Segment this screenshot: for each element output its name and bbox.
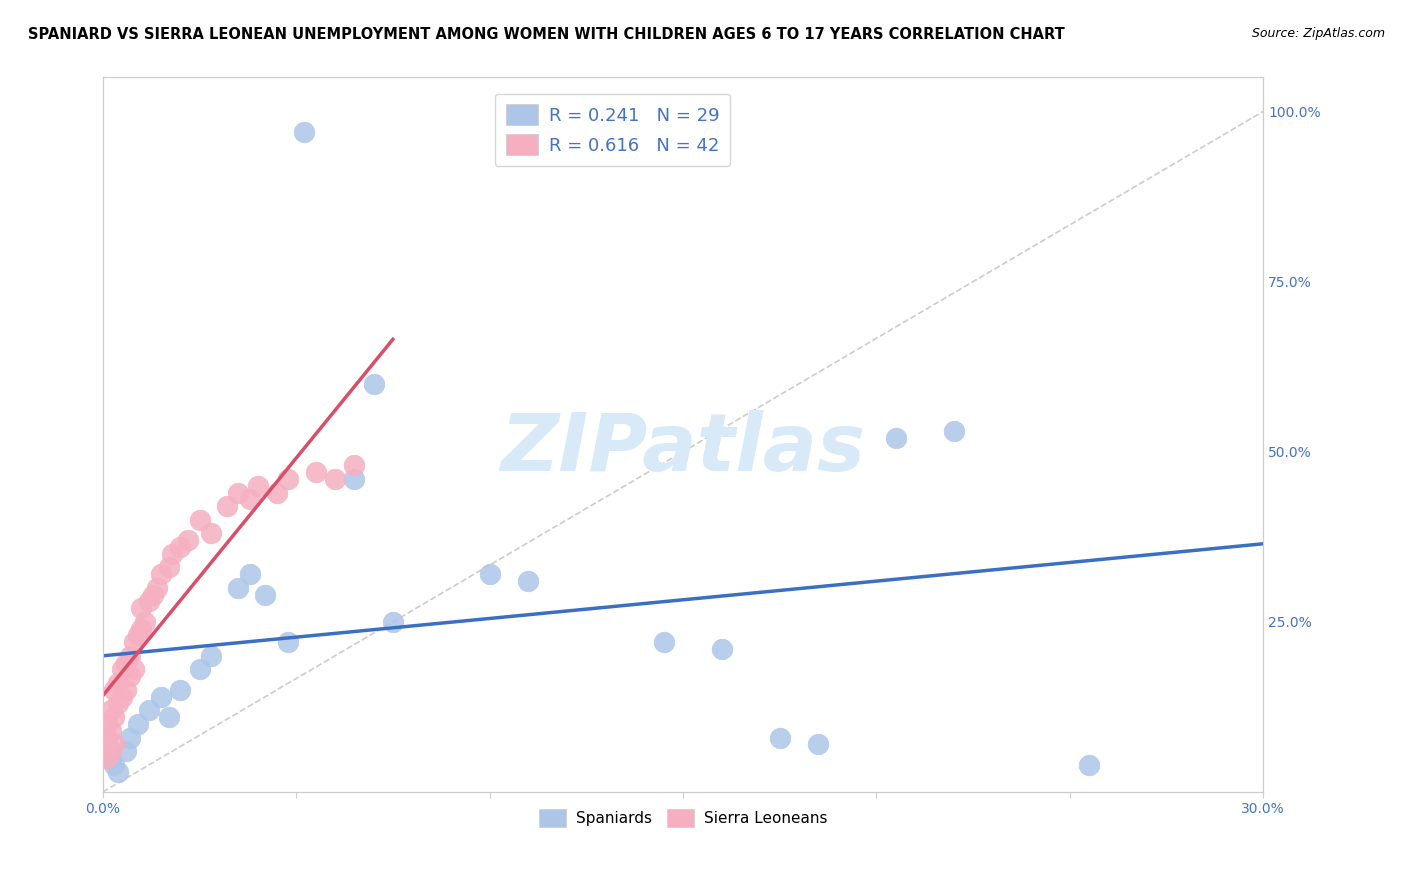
Point (292, 125, 315, 139)
Point (226, 485, 249, 500)
Point (169, 682, 191, 697)
Legend: Spaniards, Sierra Leoneans: Spaniards, Sierra Leoneans (531, 801, 835, 834)
Point (111, 663, 134, 677)
Point (343, 472, 366, 486)
Point (146, 581, 169, 595)
Point (107, 697, 129, 711)
Point (118, 731, 141, 745)
Point (769, 731, 792, 745)
Point (343, 458, 366, 473)
Point (100, 723, 122, 738)
Point (122, 663, 145, 677)
Point (254, 588, 277, 602)
Point (517, 574, 540, 588)
Point (103, 757, 125, 772)
Point (215, 499, 238, 513)
Point (107, 764, 129, 779)
Text: Source: ZipAtlas.com: Source: ZipAtlas.com (1251, 27, 1385, 40)
Point (188, 513, 211, 527)
Point (177, 533, 200, 548)
Point (710, 642, 733, 657)
Point (323, 472, 346, 486)
Point (157, 710, 180, 724)
Point (122, 635, 145, 649)
Point (200, 526, 222, 541)
Text: ZIPatlas: ZIPatlas (501, 410, 866, 488)
Point (1078, 757, 1101, 772)
Point (246, 479, 269, 493)
Point (363, 376, 385, 391)
Point (138, 703, 160, 717)
Point (239, 492, 262, 507)
Point (188, 663, 211, 677)
Point (100, 703, 122, 717)
Point (149, 567, 172, 582)
Point (942, 425, 965, 439)
Point (131, 601, 153, 615)
Point (138, 594, 160, 608)
Point (239, 567, 262, 582)
Point (118, 648, 141, 663)
Point (118, 669, 141, 683)
Point (226, 581, 249, 595)
Point (277, 635, 299, 649)
Point (478, 567, 501, 582)
Point (134, 615, 156, 629)
Text: SPANIARD VS SIERRA LEONEAN UNEMPLOYMENT AMONG WOMEN WITH CHILDREN AGES 6 TO 17 Y: SPANIARD VS SIERRA LEONEAN UNEMPLOYMENT … (28, 27, 1064, 42)
Point (652, 635, 675, 649)
Point (115, 744, 138, 758)
Point (103, 682, 125, 697)
Point (96, 731, 118, 745)
Point (169, 540, 191, 554)
Point (115, 682, 138, 697)
Point (103, 737, 125, 751)
Point (111, 690, 134, 704)
Point (200, 648, 222, 663)
Point (304, 465, 326, 479)
Point (100, 744, 122, 758)
Point (277, 472, 299, 486)
Point (266, 485, 288, 500)
Point (96, 751, 118, 765)
Point (131, 622, 153, 636)
Point (127, 628, 149, 642)
Point (149, 690, 172, 704)
Point (884, 431, 907, 445)
Point (162, 547, 184, 561)
Point (107, 676, 129, 690)
Point (127, 717, 149, 731)
Point (381, 615, 404, 629)
Point (807, 737, 830, 751)
Point (96, 717, 118, 731)
Point (103, 710, 125, 724)
Point (142, 588, 165, 602)
Point (100, 751, 122, 765)
Point (115, 656, 138, 670)
Point (157, 560, 180, 574)
